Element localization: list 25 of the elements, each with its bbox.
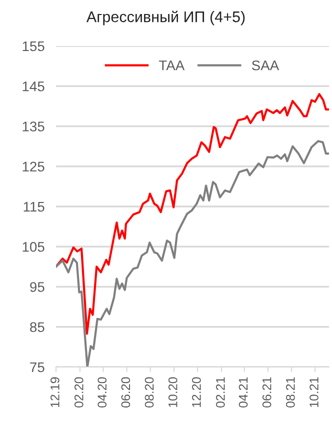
x-tick-label: 02.21 [216,377,225,408]
chart-title: Агрессивный ИП (4+5) [86,10,245,26]
legend-label: SAA [252,60,280,70]
y-tick-label: 135 [22,122,44,132]
x-tick-label: 06.20 [121,377,130,408]
x-tick-label: 10.20 [168,377,178,408]
y-tick-label: 155 [22,41,44,52]
y-tick-label: 115 [24,202,44,212]
y-tick-label: 95 [30,282,44,292]
y-tick-label: 75 [30,362,44,372]
y-tick-label: 125 [22,162,44,172]
y-tick-label: 85 [30,322,44,332]
x-tick-label: 04.21 [238,377,248,408]
x-tick-label: 08.20 [144,377,154,408]
x-tick-label: 12.20 [192,377,201,408]
x-tick-label: 06.21 [262,377,272,408]
y-tick-label: 105 [22,242,44,252]
legend-label: TAA [158,60,185,70]
x-tick-label: 10.21 [310,377,318,408]
x-tick-label: 02.20 [74,377,84,408]
y-tick-label: 145 [22,82,44,92]
x-tick-label: 08.21 [286,377,295,408]
x-tick-label: 04.20 [98,377,107,408]
x-tick-label: 12.19 [50,377,60,408]
line-series [56,93,329,335]
